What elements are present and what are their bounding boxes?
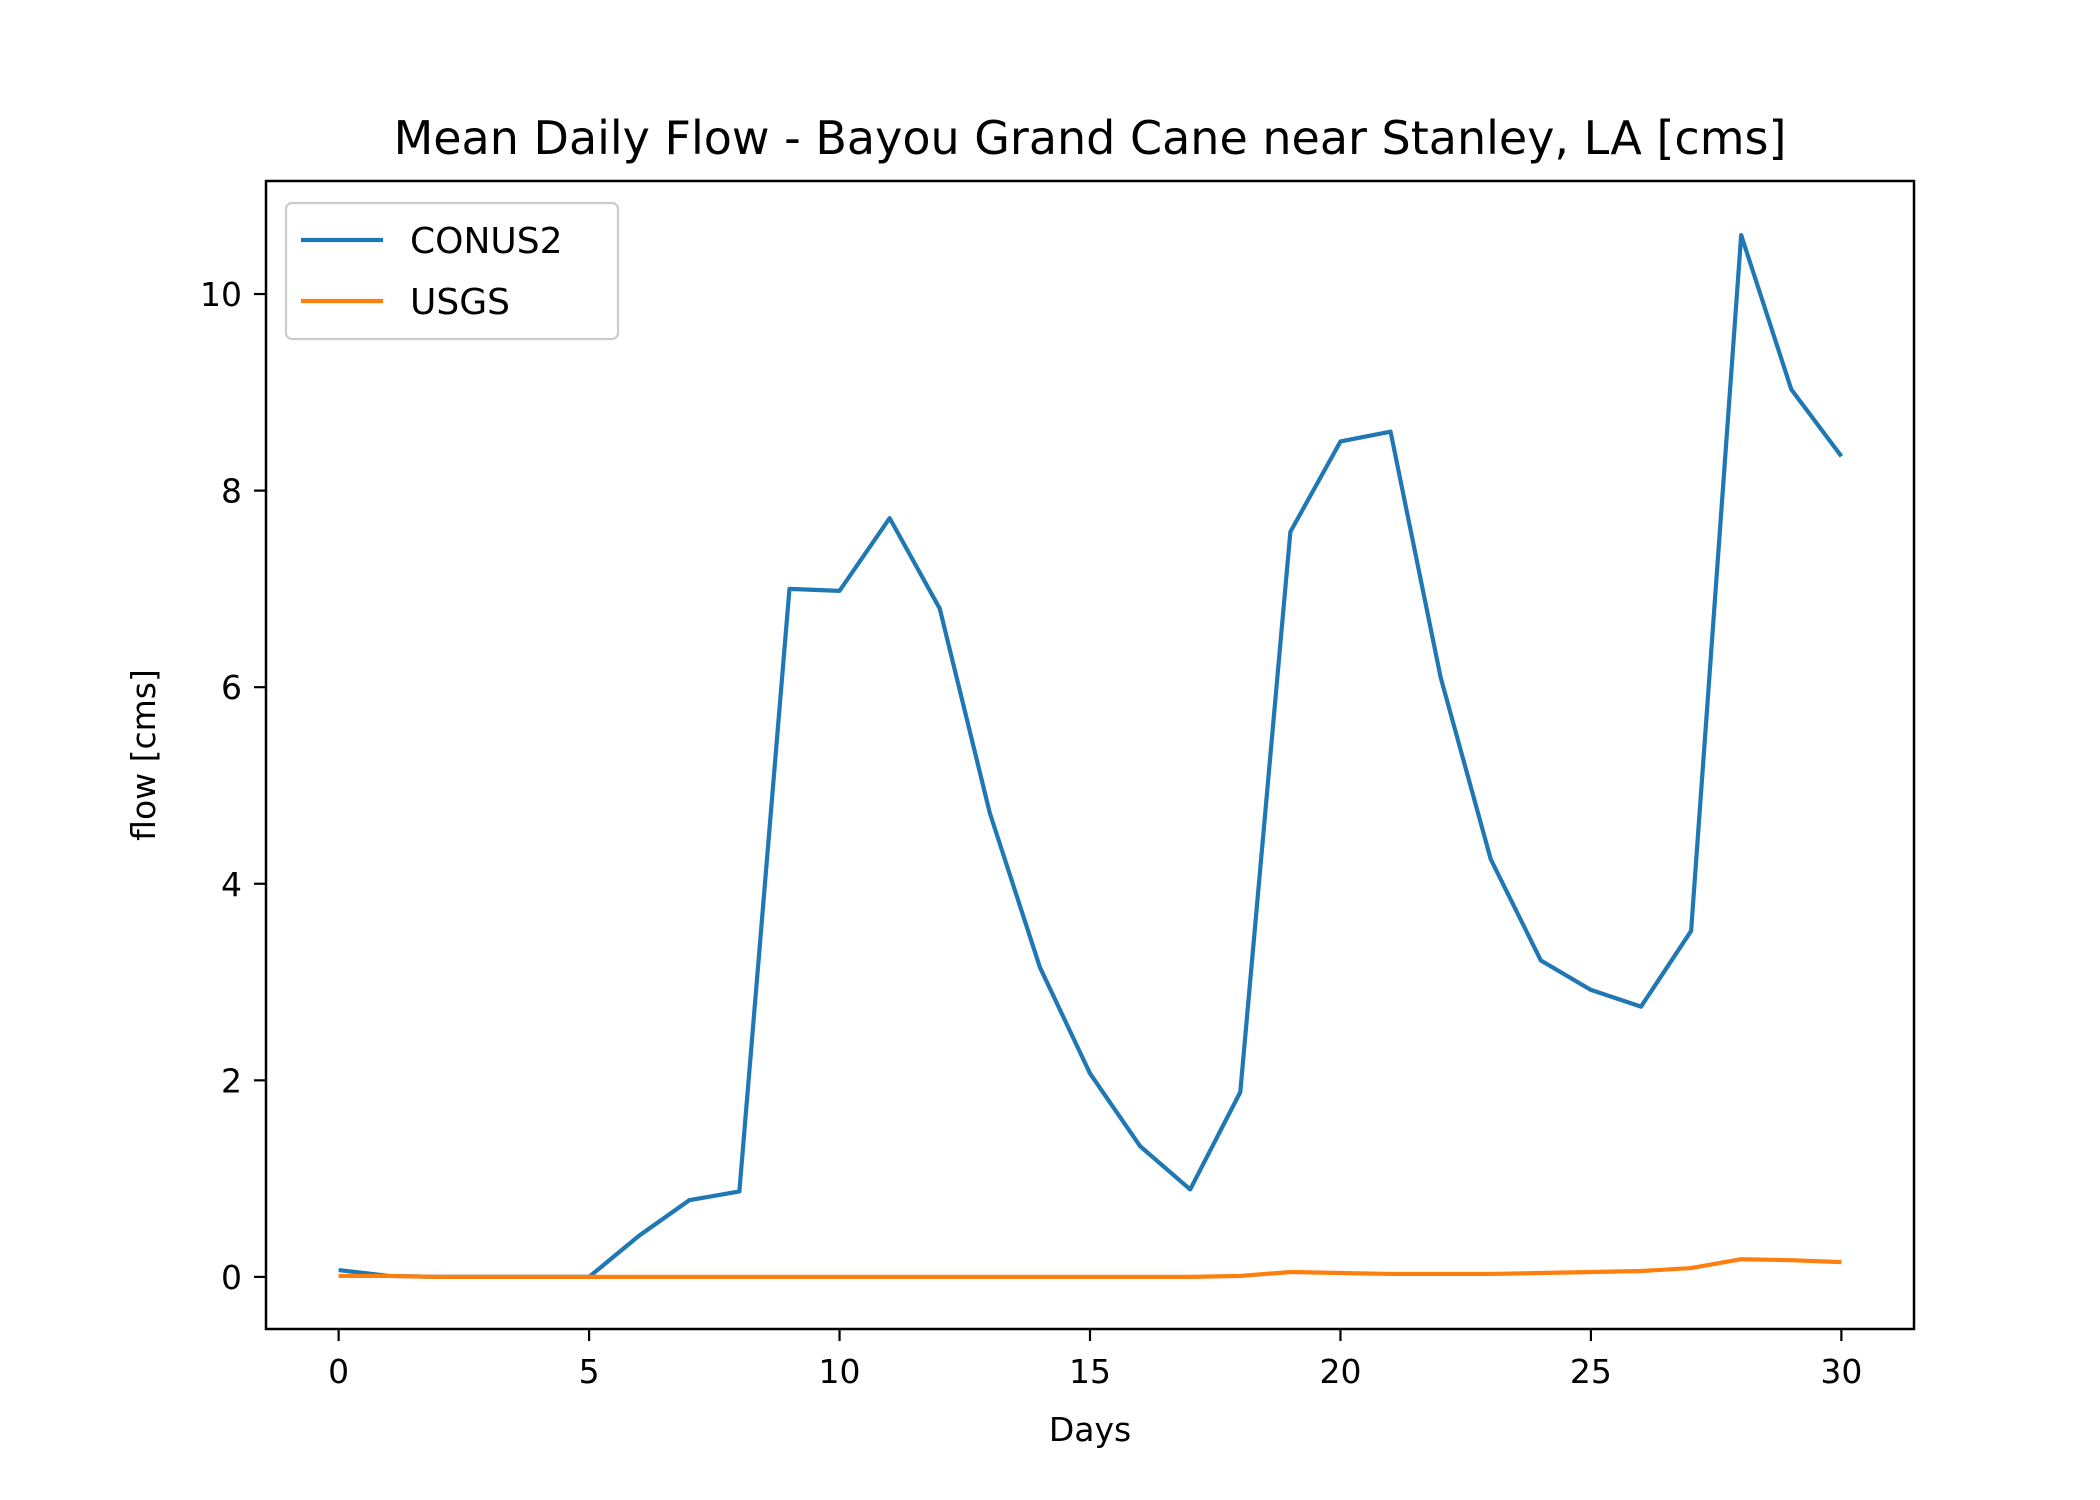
y-tick-label: 0: [221, 1258, 242, 1297]
legend: CONUS2 USGS: [284, 201, 620, 341]
x-axis: 0 5 10 15 20 25 30: [328, 1329, 1862, 1391]
y-axis: 0 2 4 6 8 10: [200, 275, 266, 1297]
legend-label-usgs: USGS: [410, 282, 510, 323]
plot-area: [338, 232, 1844, 1280]
y-tick-label: 8: [221, 472, 242, 511]
y-tick-label: 10: [200, 275, 242, 314]
x-tick-label: 30: [1820, 1352, 1862, 1391]
series-line-usgs: [338, 1257, 1842, 1280]
x-tick-label: 15: [1069, 1352, 1111, 1391]
y-tick-label: 2: [221, 1061, 242, 1100]
x-tick-label: 25: [1570, 1352, 1612, 1391]
x-tick-label: 5: [579, 1352, 600, 1391]
y-tick-label: 4: [221, 865, 242, 904]
x-tick-label: 0: [328, 1352, 349, 1391]
x-tick-label: 10: [819, 1352, 861, 1391]
y-axis-label: flow [cms]: [124, 669, 163, 841]
x-axis-label: Days: [1049, 1410, 1131, 1449]
y-tick-label: 6: [221, 668, 242, 707]
legend-box: [284, 201, 620, 341]
chart-title: Mean Daily Flow - Bayou Grand Cane near …: [394, 111, 1787, 165]
legend-label-conus2: CONUS2: [410, 221, 563, 262]
x-tick-label: 20: [1319, 1352, 1361, 1391]
